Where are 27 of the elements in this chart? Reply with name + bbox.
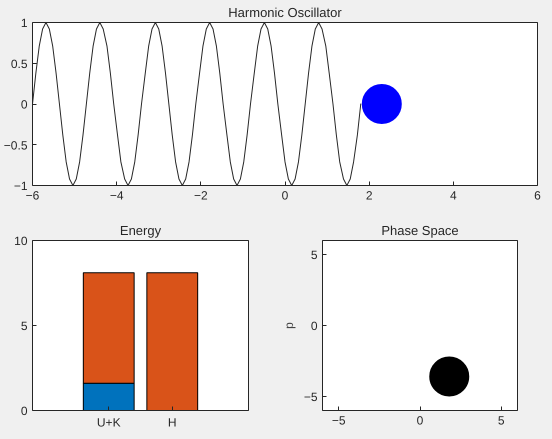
- y-tick-label: 10: [14, 234, 28, 248]
- x-tick-label: −6: [26, 188, 40, 202]
- x-tick-label: 0: [416, 414, 424, 428]
- chart-title: Energy: [120, 223, 162, 238]
- x-tick-label: H: [168, 416, 177, 430]
- y-tick-label: −5: [304, 390, 318, 404]
- y-tick-label: 0: [20, 98, 28, 112]
- chart-title: Harmonic Oscillator: [228, 5, 342, 20]
- x-tick-label: −4: [110, 188, 124, 202]
- y-tick-label: 0.5: [10, 56, 28, 71]
- y-tick-label: 0: [310, 319, 318, 333]
- x-tick-label: 0: [282, 188, 289, 202]
- x-tick-label: −2: [194, 188, 208, 202]
- x-tick-label: −5: [332, 414, 346, 428]
- x-tick-label: 5: [498, 414, 505, 428]
- y-tick-label: −0.5: [4, 138, 28, 152]
- y-tick-label: 5: [20, 319, 28, 333]
- y-tick-label: 0: [20, 404, 28, 418]
- x-tick-label: U+K: [96, 416, 121, 430]
- x-tick-label: 2: [366, 188, 373, 202]
- y-tick-label: −1: [14, 179, 28, 193]
- y-axis-title: p: [282, 322, 296, 329]
- chart-title: Phase Space: [381, 223, 459, 238]
- x-tick-label: 6: [534, 188, 542, 202]
- y-tick-label: 5: [310, 248, 318, 262]
- x-tick-label: 4: [450, 188, 457, 202]
- y-tick-label: 1: [20, 16, 28, 30]
